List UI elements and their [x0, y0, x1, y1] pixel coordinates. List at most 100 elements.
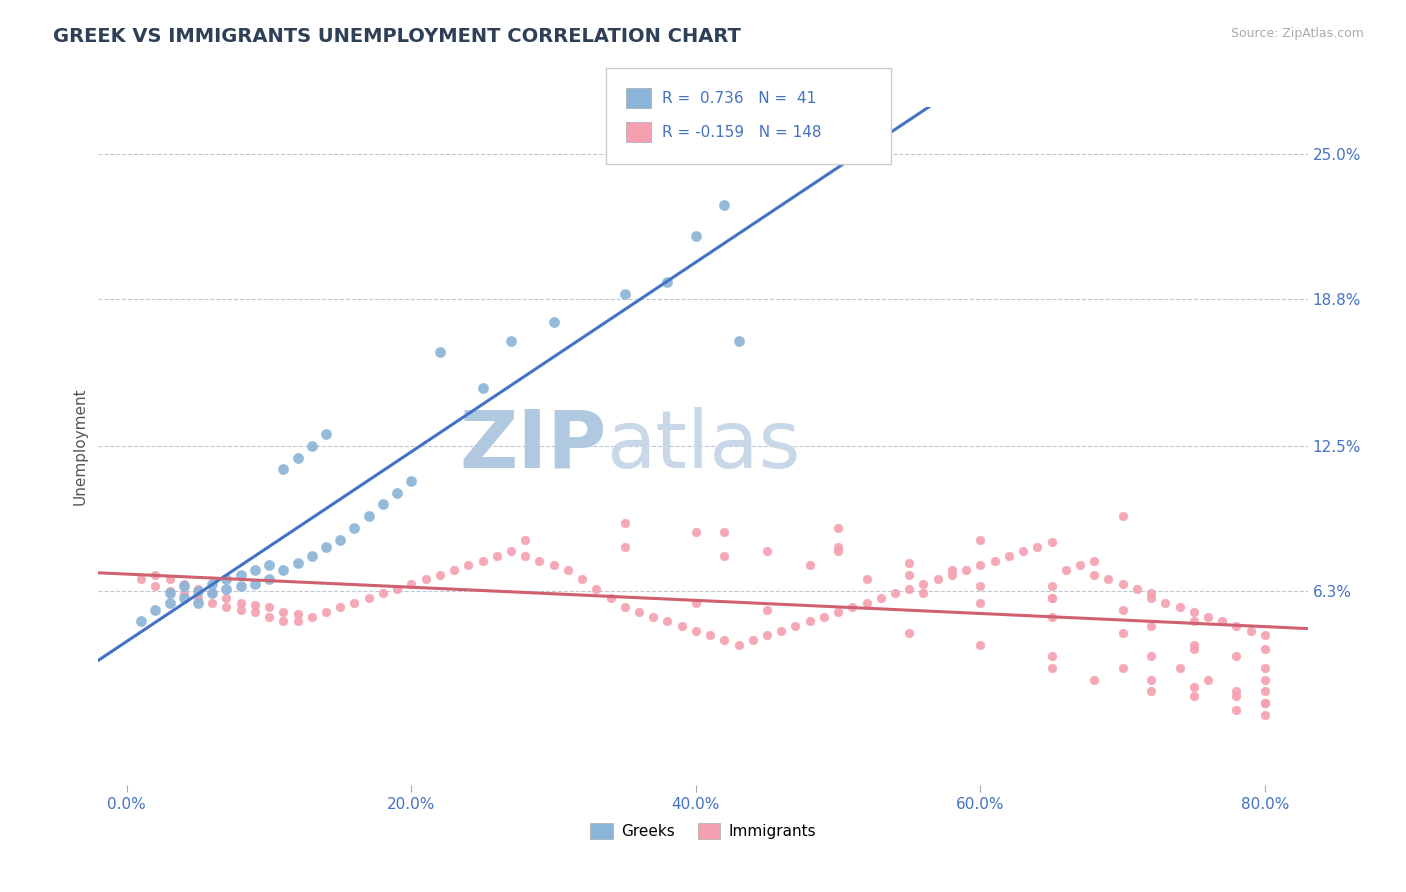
- Point: [471, 380, 494, 394]
- Point: [143, 602, 166, 616]
- Point: [273, 605, 295, 619]
- Y-axis label: Unemployment: Unemployment: [72, 387, 87, 505]
- Text: R =  0.736   N =  41: R = 0.736 N = 41: [662, 91, 817, 105]
- Point: [756, 544, 779, 558]
- Point: [287, 556, 309, 570]
- Point: [343, 596, 366, 610]
- Point: [187, 582, 209, 596]
- Point: [357, 591, 380, 605]
- Point: [1140, 619, 1163, 633]
- Point: [1040, 591, 1063, 605]
- Point: [1012, 544, 1035, 558]
- Point: [713, 198, 735, 212]
- Point: [543, 558, 565, 573]
- Point: [884, 586, 907, 600]
- Point: [301, 549, 323, 563]
- Point: [657, 276, 679, 290]
- Text: R = -0.159   N = 148: R = -0.159 N = 148: [662, 125, 821, 139]
- Point: [1040, 661, 1063, 675]
- Point: [401, 577, 423, 591]
- Point: [1225, 703, 1247, 717]
- Point: [173, 579, 195, 593]
- Point: [201, 577, 224, 591]
- Point: [129, 572, 152, 586]
- Point: [471, 553, 494, 567]
- Point: [1197, 609, 1219, 624]
- Legend: Greeks, Immigrants: Greeks, Immigrants: [583, 817, 823, 845]
- Point: [685, 596, 707, 610]
- Point: [713, 549, 735, 563]
- Point: [385, 582, 408, 596]
- Point: [1254, 696, 1277, 710]
- Point: [173, 591, 195, 605]
- Point: [1040, 649, 1063, 664]
- Point: [898, 556, 921, 570]
- Point: [343, 521, 366, 535]
- Point: [215, 600, 238, 615]
- Point: [187, 591, 209, 605]
- Point: [869, 591, 891, 605]
- Point: [1182, 689, 1205, 703]
- Point: [215, 572, 238, 586]
- Point: [1111, 509, 1133, 524]
- Point: [969, 533, 991, 547]
- Point: [1040, 591, 1063, 605]
- Point: [287, 607, 309, 622]
- Point: [727, 638, 749, 652]
- Text: ZIP: ZIP: [458, 407, 606, 485]
- Point: [187, 583, 209, 598]
- Point: [229, 567, 252, 582]
- Point: [1254, 661, 1277, 675]
- Point: [613, 540, 636, 554]
- Point: [1225, 649, 1247, 664]
- Point: [571, 572, 593, 586]
- Point: [1140, 673, 1163, 687]
- Point: [1040, 534, 1063, 549]
- Point: [1111, 602, 1133, 616]
- Point: [912, 586, 935, 600]
- Point: [187, 596, 209, 610]
- Text: Source: ZipAtlas.com: Source: ZipAtlas.com: [1230, 27, 1364, 40]
- Point: [229, 579, 252, 593]
- Point: [457, 558, 479, 573]
- Point: [727, 334, 749, 348]
- Point: [898, 567, 921, 582]
- Point: [329, 600, 352, 615]
- Point: [1140, 586, 1163, 600]
- Point: [257, 609, 280, 624]
- Point: [1040, 609, 1063, 624]
- Point: [371, 586, 394, 600]
- Point: [827, 521, 849, 535]
- Point: [969, 638, 991, 652]
- Point: [585, 582, 607, 596]
- Point: [243, 563, 266, 577]
- Point: [998, 549, 1021, 563]
- Point: [159, 586, 181, 600]
- Point: [785, 619, 807, 633]
- Point: [315, 427, 337, 442]
- Point: [429, 567, 451, 582]
- Point: [613, 600, 636, 615]
- Point: [898, 626, 921, 640]
- Point: [969, 596, 991, 610]
- Point: [1154, 596, 1177, 610]
- Point: [143, 567, 166, 582]
- Point: [813, 609, 835, 624]
- Point: [1168, 661, 1191, 675]
- Point: [129, 615, 152, 629]
- Point: [827, 605, 849, 619]
- Point: [301, 609, 323, 624]
- Point: [1111, 626, 1133, 640]
- Point: [371, 498, 394, 512]
- Point: [599, 591, 621, 605]
- Point: [1083, 567, 1105, 582]
- Point: [841, 600, 863, 615]
- Point: [315, 605, 337, 619]
- Point: [1097, 572, 1119, 586]
- Point: [529, 553, 551, 567]
- Point: [855, 572, 877, 586]
- Point: [243, 598, 266, 612]
- Point: [229, 596, 252, 610]
- Point: [1182, 615, 1205, 629]
- Point: [969, 579, 991, 593]
